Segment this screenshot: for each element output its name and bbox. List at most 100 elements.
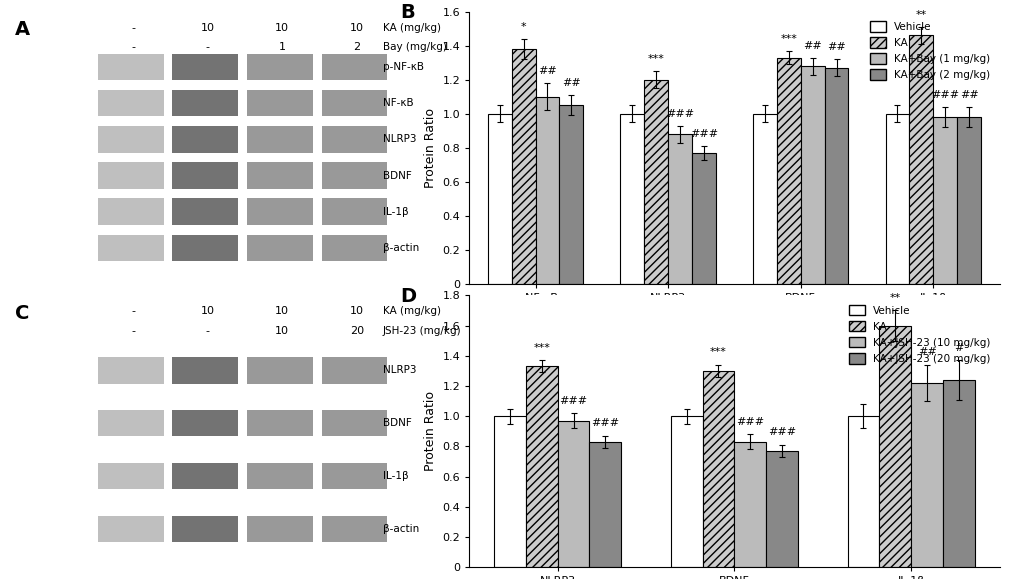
Bar xyxy=(909,35,932,284)
Bar xyxy=(321,463,387,489)
Text: KA (mg/kg): KA (mg/kg) xyxy=(383,23,440,32)
Bar xyxy=(98,463,163,489)
Bar xyxy=(98,357,163,383)
Text: IL-1β: IL-1β xyxy=(383,207,409,217)
Text: 10: 10 xyxy=(275,326,288,336)
Bar xyxy=(702,371,734,567)
Bar xyxy=(932,117,956,284)
Bar xyxy=(98,90,163,116)
Text: 10: 10 xyxy=(275,23,288,32)
Bar xyxy=(557,421,589,567)
Bar xyxy=(884,113,909,284)
Text: B: B xyxy=(399,3,415,23)
Legend: Vehicle, KA, KA+Bay (1 mg/kg), KA+Bay (2 mg/kg): Vehicle, KA, KA+Bay (1 mg/kg), KA+Bay (2… xyxy=(865,17,994,84)
Text: ***: *** xyxy=(647,54,664,64)
Bar xyxy=(98,234,163,261)
Bar xyxy=(487,113,512,284)
Y-axis label: Protein Ratio: Protein Ratio xyxy=(424,391,436,471)
Bar xyxy=(247,463,313,489)
Bar xyxy=(956,117,980,284)
Bar xyxy=(644,80,667,284)
Text: -: - xyxy=(130,326,135,336)
Bar xyxy=(691,153,715,284)
Text: D: D xyxy=(399,287,416,306)
Bar xyxy=(620,113,644,284)
Text: -: - xyxy=(130,23,135,32)
Bar xyxy=(172,234,238,261)
Bar xyxy=(321,54,387,80)
Bar xyxy=(172,463,238,489)
Text: 1: 1 xyxy=(278,42,285,52)
Text: NF-κB: NF-κB xyxy=(383,98,414,108)
Bar xyxy=(247,234,313,261)
Bar xyxy=(535,97,558,284)
Text: ##: ## xyxy=(959,90,977,100)
Bar xyxy=(172,126,238,153)
Bar xyxy=(98,162,163,189)
Bar xyxy=(776,57,800,284)
Text: **: ** xyxy=(889,293,900,303)
Bar xyxy=(98,199,163,225)
Text: BDNF: BDNF xyxy=(383,171,412,181)
Text: *: * xyxy=(521,22,526,32)
Bar xyxy=(172,357,238,383)
Text: -: - xyxy=(130,306,135,316)
Text: -: - xyxy=(130,42,135,52)
Bar xyxy=(172,199,238,225)
Text: ***: *** xyxy=(780,34,797,44)
Text: A: A xyxy=(14,20,30,39)
Text: -: - xyxy=(206,326,209,336)
Text: 2: 2 xyxy=(353,42,360,52)
Text: 10: 10 xyxy=(201,23,214,32)
Bar xyxy=(512,49,535,284)
Bar xyxy=(878,325,910,567)
Bar xyxy=(823,68,848,284)
Bar xyxy=(172,90,238,116)
Bar xyxy=(943,380,974,567)
Bar xyxy=(321,234,387,261)
Bar xyxy=(172,54,238,80)
Bar xyxy=(98,54,163,80)
Legend: Vehicle, KA, KA+JSH-23 (10 mg/kg), KA+JSH-23 (20 mg/kg): Vehicle, KA, KA+JSH-23 (10 mg/kg), KA+JS… xyxy=(844,301,994,368)
Bar xyxy=(247,199,313,225)
Text: ###: ### xyxy=(591,419,619,428)
Bar xyxy=(98,515,163,542)
Bar xyxy=(172,410,238,437)
Bar xyxy=(734,442,765,567)
Text: β-actin: β-actin xyxy=(383,243,419,253)
Bar xyxy=(247,126,313,153)
Bar xyxy=(667,134,691,284)
Text: **: ** xyxy=(915,10,926,20)
Text: ***: *** xyxy=(709,347,727,357)
Text: JSH-23 (mg/kg): JSH-23 (mg/kg) xyxy=(383,326,462,336)
Text: KA (mg/kg): KA (mg/kg) xyxy=(383,306,440,316)
Text: 10: 10 xyxy=(275,306,288,316)
Bar xyxy=(765,451,797,567)
Bar xyxy=(247,410,313,437)
Text: BDNF: BDNF xyxy=(383,418,412,428)
Bar xyxy=(247,357,313,383)
Text: NLRP3: NLRP3 xyxy=(383,134,416,144)
Bar xyxy=(247,515,313,542)
Bar xyxy=(321,162,387,189)
Text: 10: 10 xyxy=(350,306,364,316)
Bar xyxy=(558,105,583,284)
Bar xyxy=(847,416,878,567)
Bar xyxy=(493,416,525,567)
Text: β-actin: β-actin xyxy=(383,524,419,534)
Bar xyxy=(172,515,238,542)
Text: ##: ## xyxy=(826,42,845,53)
Text: NLRP3: NLRP3 xyxy=(383,365,416,375)
Bar xyxy=(752,113,776,284)
Bar xyxy=(247,54,313,80)
Text: p-NF-κB: p-NF-κB xyxy=(383,62,424,72)
Text: ###: ### xyxy=(665,109,693,119)
Bar xyxy=(321,126,387,153)
Bar xyxy=(172,162,238,189)
Text: ##: ## xyxy=(561,78,580,88)
Bar xyxy=(98,126,163,153)
Text: ###: ### xyxy=(767,427,796,437)
Bar xyxy=(671,416,702,567)
Text: ###: ### xyxy=(736,417,763,427)
Bar xyxy=(321,515,387,542)
